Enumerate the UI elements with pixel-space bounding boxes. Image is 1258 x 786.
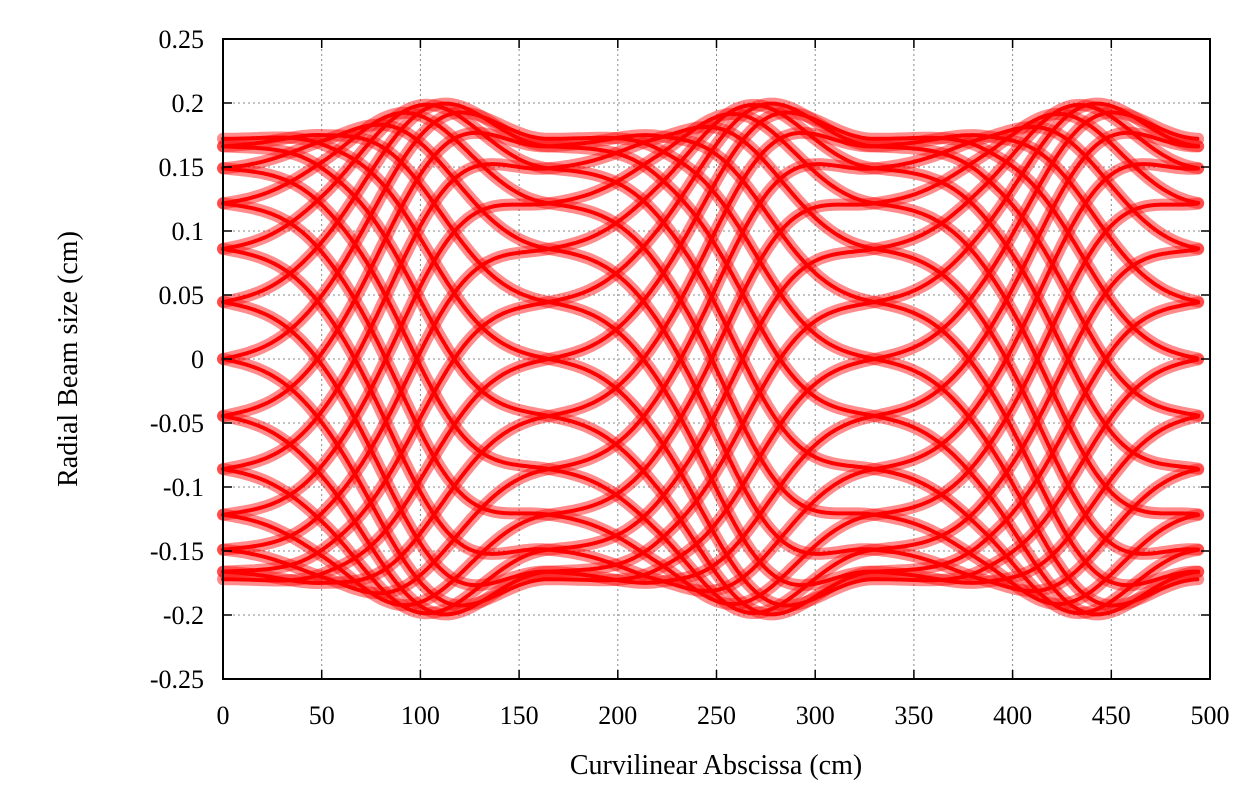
x-tick-label: 0 xyxy=(217,701,230,730)
trajectory-line xyxy=(221,110,1201,608)
y-axis-label: Radial Beam size (cm) xyxy=(53,231,84,487)
x-tick-label: 300 xyxy=(796,701,835,730)
trajectory-line xyxy=(221,130,1201,588)
y-tick-labels: -0.25 -0.2 -0.15 -0.1 -0.05 0 0.05 0.1 0.15 0.2 0.… xyxy=(150,25,204,694)
trajectory-line xyxy=(221,133,1201,588)
trajectory-line xyxy=(221,125,1201,556)
y-tick-label: -0.05 xyxy=(150,409,204,438)
y-tick-label: -0.2 xyxy=(163,601,204,630)
x-tick-label: 400 xyxy=(993,701,1032,730)
x-tick-label: 500 xyxy=(1191,701,1230,730)
x-tick-label: 200 xyxy=(598,701,637,730)
x-tick-label: 50 xyxy=(309,701,335,730)
x-tick-label: 350 xyxy=(894,701,933,730)
y-tick-label: -0.15 xyxy=(150,537,204,566)
tick-marks xyxy=(222,38,1211,680)
y-tick-label: -0.25 xyxy=(150,665,204,694)
y-tick-label: 0.05 xyxy=(159,281,205,310)
trajectories xyxy=(217,97,1205,621)
y-tick-label: -0.1 xyxy=(163,473,204,502)
x-tick-label: 100 xyxy=(401,701,440,730)
y-tick-label: 0.1 xyxy=(172,217,205,246)
y-tick-label: 0.25 xyxy=(159,25,205,54)
x-tick-labels: 0 50 100 150 200 250 300 350 400 450 500 xyxy=(217,701,1230,730)
trajectory-line xyxy=(221,111,1201,517)
y-tick-label: 0.2 xyxy=(172,89,205,118)
x-tick-label: 150 xyxy=(500,701,539,730)
trajectory-line xyxy=(221,110,1201,607)
trajectory-line xyxy=(221,122,1201,593)
y-tick-label: 0.15 xyxy=(159,153,205,182)
y-tick-label: 0 xyxy=(191,345,204,374)
x-tick-label: 250 xyxy=(697,701,736,730)
x-axis-label: Curvilinear Abscissa (cm) xyxy=(570,750,862,781)
x-tick-label: 450 xyxy=(1092,701,1131,730)
